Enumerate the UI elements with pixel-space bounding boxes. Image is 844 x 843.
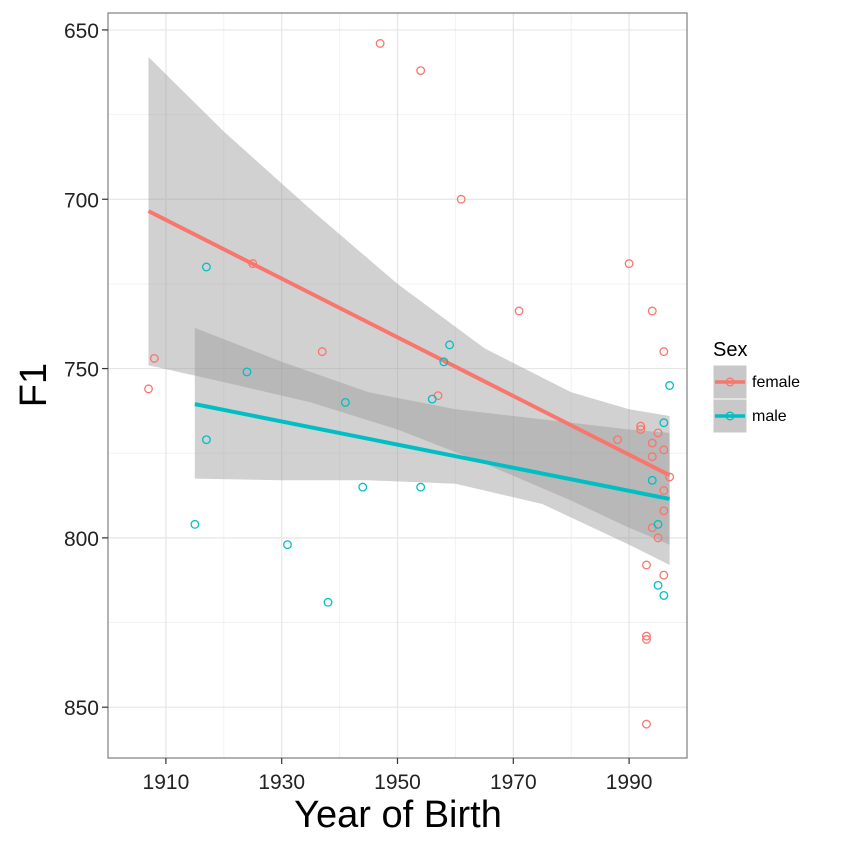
data-point-female [659,486,669,495]
data-point-female [647,438,657,448]
x-tick-label: 1910 [143,771,190,794]
data-point-female [613,435,622,445]
legend-key-point-male [725,411,735,421]
data-point-male [340,397,350,407]
fit-line-female [147,209,671,478]
x-axis-title: Year of Birth [294,794,502,836]
data-point-female [659,570,669,580]
fit-lines [147,209,671,501]
data-point-female [642,631,651,641]
data-point-female [248,259,258,269]
legend-label-male: male [752,408,787,425]
data-point-female [642,635,651,644]
data-point-male [427,394,437,404]
data-point-male [201,262,211,272]
legend-title: Sex [713,339,747,361]
confidence-band-male [194,327,670,565]
data-point-female [659,506,669,516]
legend-key-point-female [725,377,735,387]
data-point-female [416,66,426,76]
data-point-male [190,519,200,529]
legend: Sex female male [712,339,800,434]
data-point-male [665,381,675,390]
x-tick-label: 1930 [258,771,305,794]
x-tick-label: 1990 [606,771,653,794]
confidence-bands [148,57,670,565]
y-tick-label: 750 [64,359,99,382]
data-point-female [647,306,657,316]
data-point-female [456,194,466,204]
data-point-female [653,428,663,438]
data-point-female [636,421,646,431]
y-axis-title: F1 [13,363,55,407]
data-point-female [642,560,651,570]
y-tick-label: 650 [64,20,99,43]
data-point-female [647,452,657,462]
data-point-female [149,353,159,363]
data-point-female [659,347,669,357]
legend-items: female male [712,364,800,434]
confidence-band-female [148,57,670,545]
y-tick-label: 800 [64,528,99,551]
x-tick-label: 1970 [490,771,537,794]
x-tick-label: 1950 [374,771,421,794]
data-point-male [647,475,657,485]
data-point-female [624,259,634,269]
data-point-male [283,540,292,550]
data-point-female [665,472,675,482]
data-point-female [653,533,663,543]
data-point-male [659,418,669,428]
y-tick-label: 850 [64,697,99,720]
fit-line-male [194,402,671,501]
data-point-male [653,580,663,590]
major-grid [108,13,687,758]
data-point-male [653,519,663,529]
x-axis-ticks: 1910 1930 1950 1970 1990 [143,758,653,794]
data-point-male [416,482,426,492]
data-point-female [514,306,524,316]
data-point-male [323,597,333,607]
data-point-male [445,340,455,350]
data-point-male [242,367,252,377]
data-point-male [659,591,669,600]
data-point-male [439,357,449,367]
data-point-male [201,435,211,445]
data-point-female [636,425,646,434]
y-tick-label: 700 [64,189,99,212]
data-point-female [144,384,153,394]
data-point-female [375,39,385,48]
data-point-female [642,719,651,729]
data-point-female [659,445,669,455]
data-point-male [358,482,368,492]
data-point-female [317,347,327,357]
data-points [144,39,675,729]
y-axis-ticks: 650 700 750 800 850 [64,20,108,720]
legend-label-female: female [752,374,800,391]
